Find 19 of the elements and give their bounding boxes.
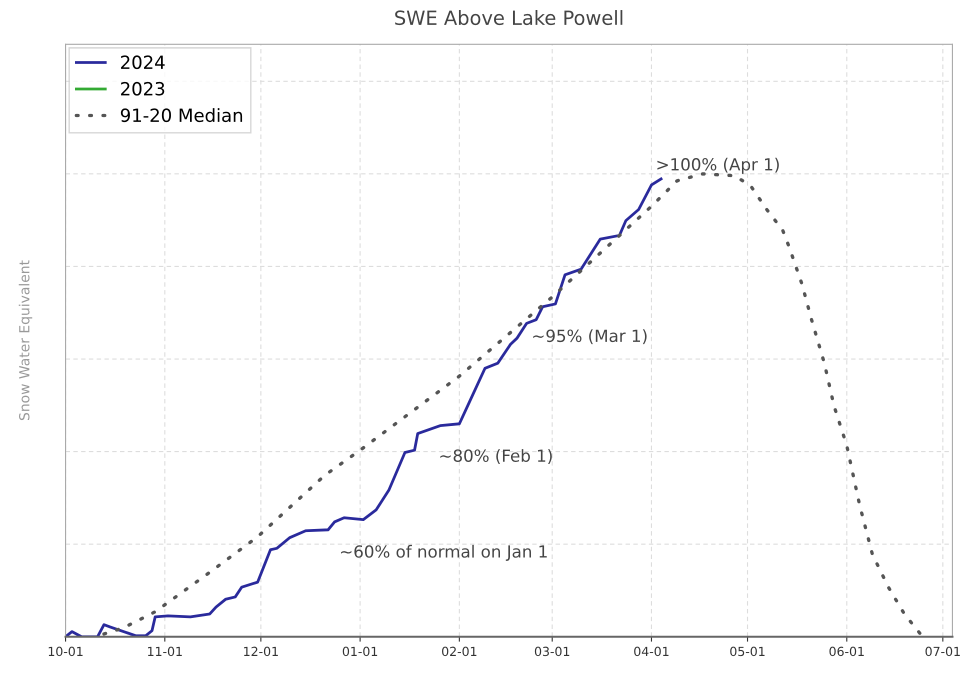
legend-label: 91-20 Median [120, 108, 242, 122]
legend-label: 2023 [121, 82, 164, 96]
annotation: ~60% of normal on Jan 1 [341, 544, 547, 561]
chart-title: SWE Above Lake Powell [395, 10, 622, 26]
x-tick-label: 02-01 [442, 646, 476, 656]
x-tick-label: 11-01 [148, 646, 182, 656]
x-tick-label: 10-01 [48, 646, 83, 656]
x-tick-label: 07-01 [925, 646, 960, 656]
annotation: >100% (Apr 1) [657, 158, 779, 174]
x-tick-label: 06-01 [829, 646, 864, 656]
x-tick-label: 03-01 [534, 646, 570, 656]
x-tick-label: 05-01 [730, 646, 765, 656]
x-tick-label: 01-01 [342, 646, 378, 656]
y-axis-title: Snow Water Equivalent [18, 260, 32, 420]
x-tick-label: 12-01 [244, 646, 278, 656]
x-tick-label: 04-01 [634, 646, 668, 656]
legend-label: 2024 [121, 55, 165, 70]
annotation: ~80% (Feb 1) [440, 449, 552, 464]
annotation: ~95% (Mar 1) [533, 329, 647, 344]
